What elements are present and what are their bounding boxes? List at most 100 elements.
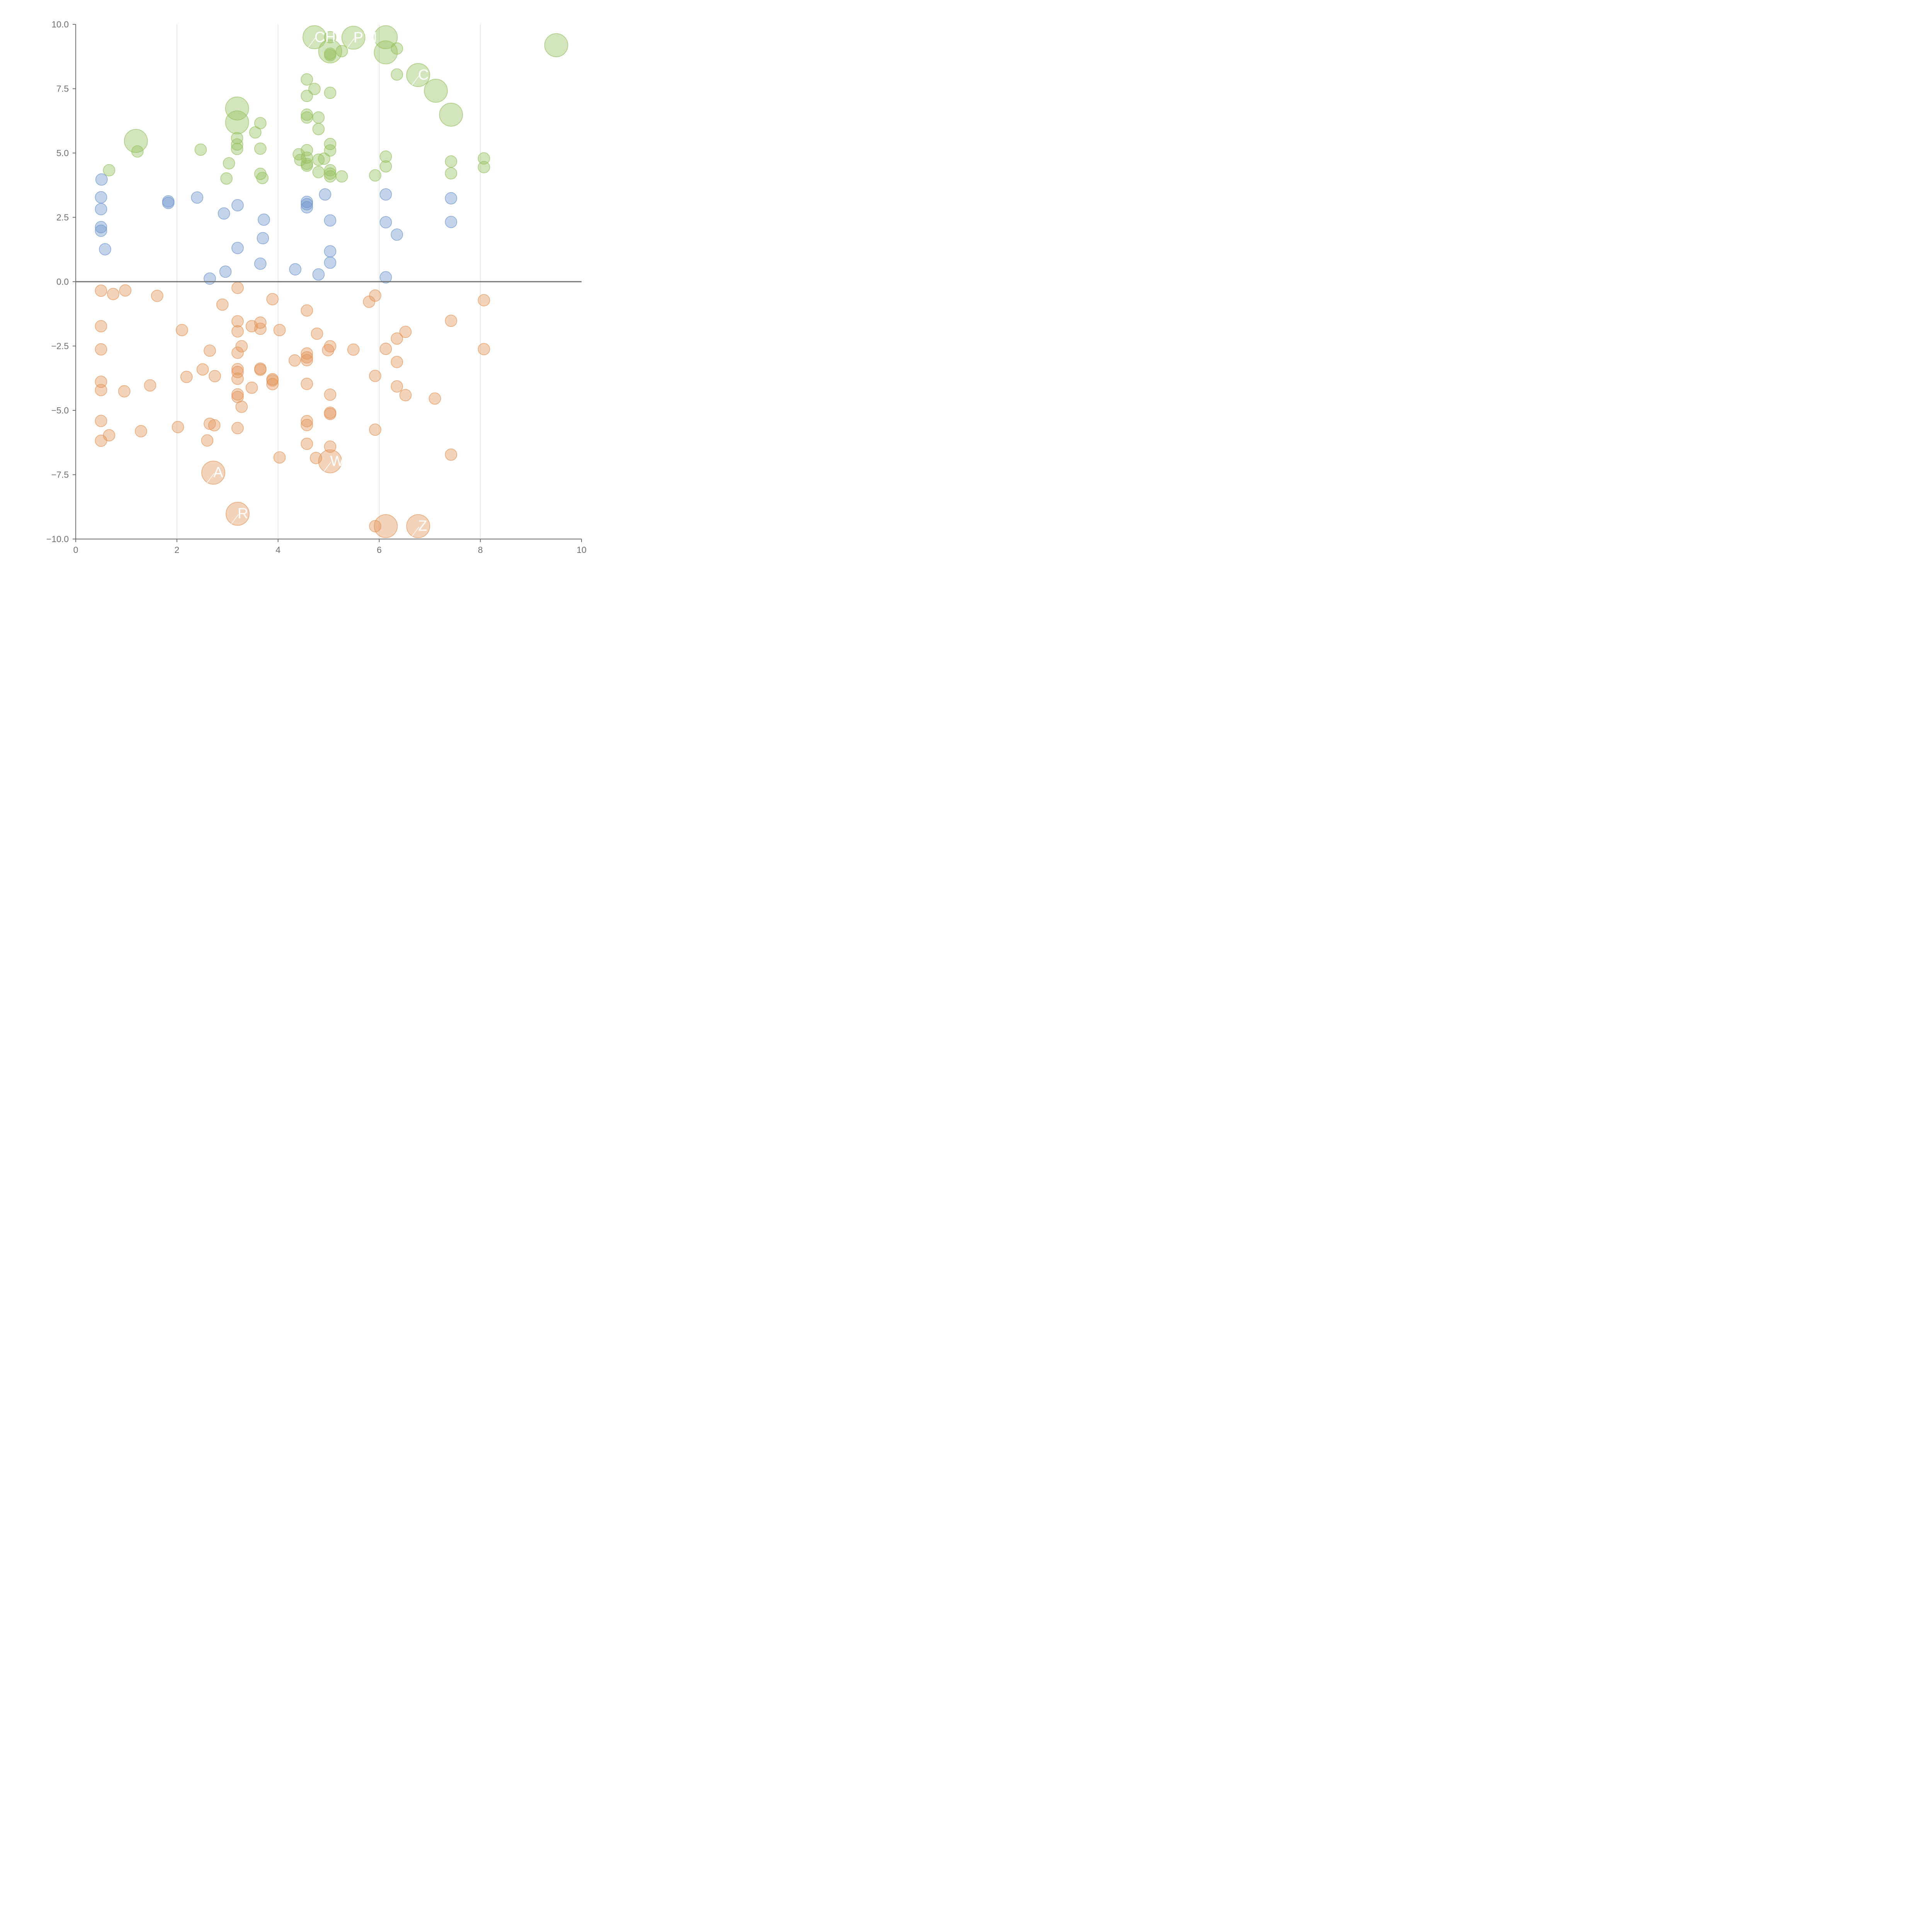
point-labels: CH PYI CI A W R Z: [207, 29, 433, 537]
point-negative: [95, 434, 107, 447]
point-negative: [231, 372, 244, 385]
point-positive-low: [218, 207, 230, 220]
point-positive-low: [391, 228, 403, 241]
label-leader: [231, 514, 239, 524]
point-negative: [391, 332, 403, 345]
y-tick-label: 7.5: [56, 84, 69, 94]
point-positive-low: [324, 245, 337, 258]
point-label: PYI: [354, 30, 377, 46]
point-negative: [369, 423, 381, 436]
scatter-chart: 0 2 4 6 8 10 −10.0 −7.5 −5.0 −2.5 0.0 2.5 5.0 7.5 10.0…: [46, 19, 587, 555]
point-negative: [301, 419, 313, 431]
point-positive-high: [231, 132, 243, 145]
point-negative: [301, 304, 313, 317]
axes: 0 2 4 6 8 10 −10.0 −7.5 −5.0 −2.5 0.0 2.5 5.0 7.5 10.0: [46, 19, 587, 555]
point-negative: [216, 298, 229, 311]
point-positive-high: [223, 157, 235, 170]
point-positive-high: [424, 79, 448, 103]
label-leader: [412, 75, 419, 85]
point-negative: [254, 363, 267, 376]
point-negative: [273, 451, 286, 464]
y-tick-label: 0.0: [56, 277, 69, 287]
point-negative: [204, 417, 216, 430]
point-negative: [254, 323, 267, 335]
point-negative: [151, 289, 163, 302]
point-positive-low: [95, 173, 108, 186]
point-positive-high: [324, 138, 337, 150]
point-positive-high: [131, 145, 144, 158]
point-negative: [95, 320, 107, 333]
point-negative: [310, 452, 322, 464]
point-positive-high: [369, 169, 381, 182]
label-leader: [347, 38, 355, 48]
point-positive-high: [312, 166, 325, 179]
point-negative: [379, 343, 392, 355]
y-tick-label: 5.0: [56, 148, 69, 158]
point-positive-high: [254, 142, 267, 155]
point-positive-low: [324, 214, 337, 227]
point-negative: [208, 419, 221, 432]
point-negative: [347, 344, 360, 356]
point-negative: [95, 415, 107, 427]
point-positive-low: [445, 192, 457, 205]
point-label: A: [213, 464, 223, 481]
point-label: R: [238, 506, 248, 522]
point-positive-high: [445, 155, 457, 168]
point-negative: [245, 381, 258, 394]
point-positive-high: [312, 111, 325, 124]
point-negative: [324, 408, 337, 420]
point-positive-high: [391, 42, 403, 55]
point-negative: [231, 347, 244, 359]
point-positive-high: [324, 164, 337, 177]
point-negative: [429, 392, 441, 405]
point-positive-high: [374, 25, 398, 49]
point-positive-high: [225, 96, 249, 121]
point-negative: [231, 422, 244, 434]
point-negative: [176, 324, 188, 337]
point-positive-high: [124, 129, 148, 153]
x-tick-label: 10: [577, 545, 587, 555]
point-negative: [204, 344, 216, 357]
y-tick-label: −2.5: [51, 341, 69, 351]
label-leader: [323, 462, 332, 472]
point-positive-high: [249, 126, 262, 139]
point-positive-high: [254, 117, 267, 129]
point-positive-high: [103, 164, 116, 177]
point-label: CI: [418, 67, 433, 83]
point-positive-low: [204, 272, 216, 285]
point-positive-low: [379, 216, 392, 228]
label-leader: [308, 37, 316, 48]
point-negative: [196, 363, 209, 376]
point-positive-low: [301, 201, 313, 214]
point-negative: [301, 351, 313, 364]
point-negative: [231, 366, 244, 378]
point-negative: [391, 380, 403, 393]
point-negative: [445, 448, 457, 461]
point-negative: [201, 461, 225, 485]
point-positive-low: [301, 198, 313, 211]
x-tick-label: 4: [276, 545, 281, 555]
point-positive-high: [220, 172, 233, 185]
point-negative: [144, 379, 156, 392]
x-tick-label: 8: [478, 545, 483, 555]
point-negative: [301, 378, 313, 390]
point-positive-high: [324, 170, 337, 183]
point-negative: [324, 340, 337, 352]
point-negative: [107, 288, 119, 300]
point-label: Z: [418, 518, 427, 534]
point-positive-high: [301, 73, 313, 86]
point-positive-high: [301, 108, 313, 121]
x-tick-label: 6: [377, 545, 382, 555]
point-positive-low: [162, 197, 175, 209]
x-tick-label: 0: [73, 545, 78, 555]
point-negative: [254, 316, 267, 329]
point-negative: [478, 343, 490, 355]
point-positive-low: [231, 199, 244, 211]
point-positive-low: [254, 257, 267, 270]
point-label: CH: [315, 29, 336, 45]
point-positive-high: [318, 39, 342, 63]
point-positive-low: [231, 242, 244, 254]
point-positive-high: [312, 123, 325, 135]
point-positive-high: [324, 167, 337, 180]
y-tick-label: −10.0: [46, 534, 69, 544]
